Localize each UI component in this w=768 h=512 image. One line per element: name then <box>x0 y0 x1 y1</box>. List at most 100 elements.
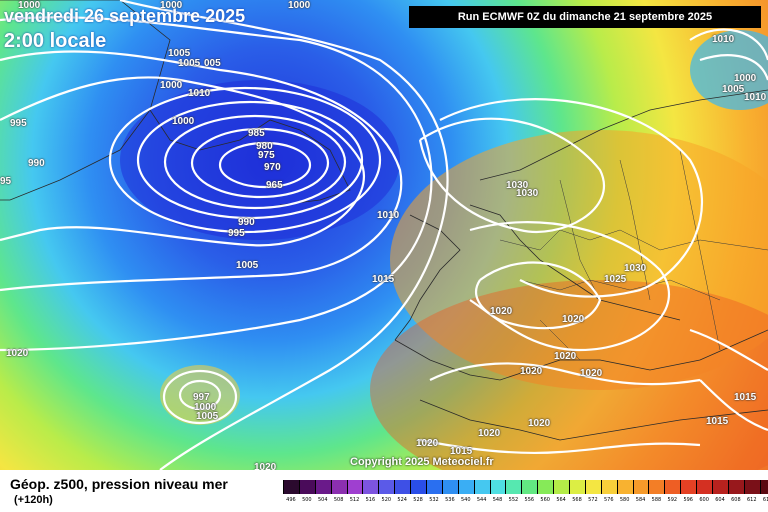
isobar-label: 965 <box>266 180 283 191</box>
scale-swatch <box>505 480 522 494</box>
isobar-label: 1000 <box>172 116 195 127</box>
isobar-label: 980 <box>256 141 273 152</box>
isobar-label: 1030 <box>624 263 647 274</box>
isobar-label: 1000 <box>160 80 183 91</box>
scale-label: 568 <box>572 497 582 503</box>
geopotential-field <box>0 0 768 470</box>
scale-swatch <box>616 480 633 494</box>
scale-swatch <box>759 480 768 494</box>
scale-swatch <box>648 480 665 494</box>
scale-swatch <box>537 480 554 494</box>
scale-label: 592 <box>667 497 678 503</box>
isobar-label: 1020 <box>490 306 513 317</box>
isobar-label: 1000 <box>194 402 217 413</box>
scale-label: 588 <box>651 497 662 503</box>
scale-swatch <box>584 480 601 494</box>
scale-swatch <box>743 480 760 494</box>
isobar-label: 990 <box>238 217 255 228</box>
scale-swatch <box>346 480 363 494</box>
scale-label: 556 <box>524 497 535 503</box>
ridge-area <box>390 130 768 390</box>
scale-label: 572 <box>588 497 598 503</box>
scale-label: 516 <box>365 497 376 503</box>
scale-label: 576 <box>603 497 614 503</box>
isobar-label: 1005 <box>722 84 745 95</box>
scale-label: 612 <box>747 497 757 503</box>
scale-label: 584 <box>635 497 646 503</box>
run-banner: Run ECMWF 0Z du dimanche 21 septembre 20… <box>409 6 761 28</box>
scale-label: 616 <box>762 497 768 503</box>
isobar-lines <box>0 0 768 470</box>
scale-swatch <box>394 480 411 494</box>
scale-swatch <box>712 480 728 494</box>
isobar-label: 1020 <box>6 348 29 359</box>
scale-label: 524 <box>397 497 407 503</box>
scale-swatch <box>521 480 538 494</box>
scale-swatch <box>489 480 506 494</box>
isobar-label: 1020 <box>580 368 603 379</box>
scale-label: 512 <box>349 497 360 503</box>
isobar-label: 95 <box>0 176 12 187</box>
scale-swatch <box>569 480 585 494</box>
scale-swatch <box>473 480 490 494</box>
isobar-label: 1000 <box>160 0 183 11</box>
scale-label: 508 <box>333 497 344 503</box>
isobar-label: 1010 <box>377 210 400 221</box>
scale-swatch <box>330 480 347 494</box>
isobar-label: 1020 <box>554 351 577 362</box>
scale-swatch <box>426 480 442 494</box>
isobar-label: 975 <box>258 150 275 161</box>
isobar-label: 985 <box>248 128 265 139</box>
isobar-label: 1005 <box>236 260 259 271</box>
low-sw <box>160 365 240 425</box>
isobar-label: 1030 <box>506 180 529 191</box>
scale-swatch <box>314 480 331 494</box>
copyright-notice: Copyright 2025 Meteociel.fr <box>350 456 494 468</box>
scale-swatch <box>696 480 713 494</box>
isobar-label: 1010 <box>744 92 767 103</box>
scale-label: 500 <box>302 497 312 503</box>
scale-label: 548 <box>492 497 503 503</box>
isobar-label: 1020 <box>416 438 439 449</box>
scale-swatch <box>664 480 681 494</box>
isobar-label: 1020 <box>520 366 543 377</box>
scale-label: 536 <box>445 497 455 503</box>
low-ne <box>690 30 768 110</box>
isobar-label: 1015 <box>450 446 473 457</box>
scale-label: 552 <box>508 497 519 503</box>
scale-swatch <box>553 480 570 494</box>
scale-label: 544 <box>476 497 487 503</box>
isobar-label: 1000 <box>734 73 757 84</box>
isobar-label: 1005 <box>168 48 191 59</box>
isobar-label: 1020 <box>478 428 501 439</box>
isobar-label: 1020 <box>528 418 551 429</box>
isobar-label: 1000 <box>288 0 311 11</box>
isobar-label: 1010 <box>188 88 211 99</box>
scale-label: 496 <box>286 497 296 503</box>
scale-swatch <box>632 480 649 494</box>
scale-label: 560 <box>540 497 550 503</box>
forecast-date: vendredi 26 septembre 2025 <box>4 6 246 26</box>
isobar-label: 1015 <box>372 274 395 285</box>
lead-time: (+120h) <box>14 494 53 506</box>
color-scale <box>283 480 768 494</box>
isobar-label: 970 <box>264 162 281 173</box>
warm-area-south <box>370 280 768 470</box>
isobar-label: 005 <box>204 58 221 69</box>
legend-bar: Géop. z500, pression niveau mer (+120h) … <box>0 470 768 512</box>
scale-label: 600 <box>699 497 709 503</box>
scale-label: 504 <box>317 497 328 503</box>
scale-label: 608 <box>731 497 741 503</box>
isobar-label: 995 <box>10 118 27 129</box>
color-scale-labels: 496 500 504 508 512 516 520 524 528 532 536 540 544 5… <box>283 497 768 503</box>
isobar-label: 1000 <box>18 0 41 11</box>
scale-swatch <box>457 480 474 494</box>
local-time: 2:00 locale <box>4 30 107 52</box>
isobar-label: 997 <box>193 392 210 403</box>
scale-swatch <box>600 480 617 494</box>
scale-swatch <box>441 480 458 494</box>
scale-swatch <box>298 480 315 494</box>
scale-label: 604 <box>715 497 725 503</box>
isobar-label: 990 <box>28 158 45 169</box>
scale-label: 528 <box>413 497 423 503</box>
